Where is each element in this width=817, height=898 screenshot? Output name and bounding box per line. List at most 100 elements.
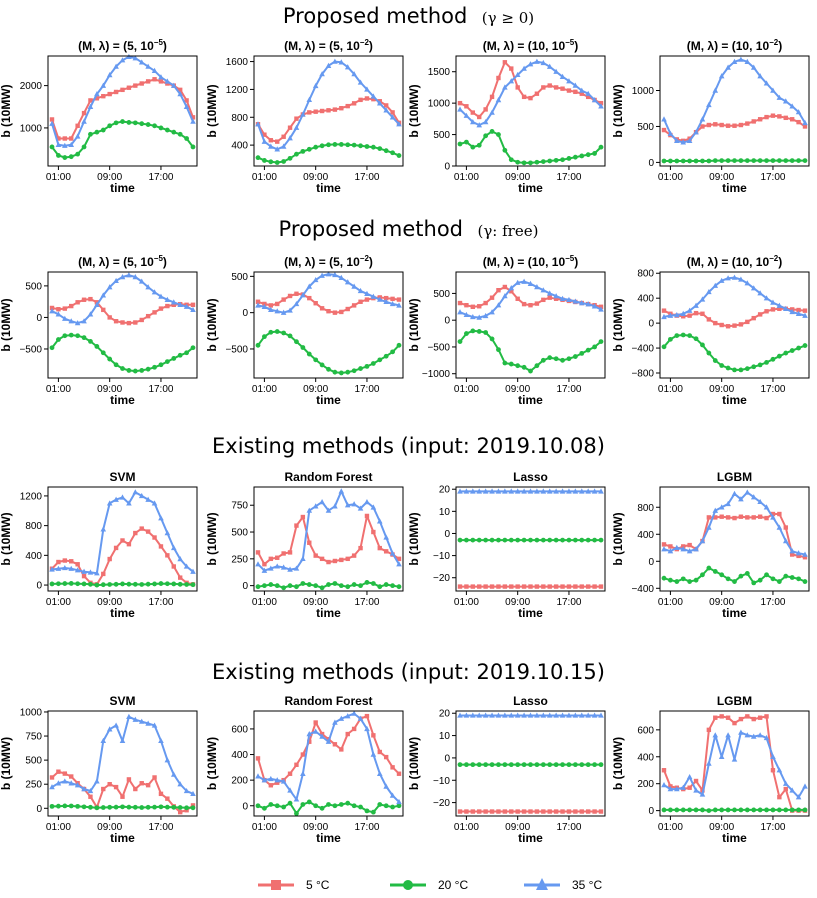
series-marker	[49, 345, 55, 351]
panel-title-exponent: −2	[769, 38, 779, 47]
series-marker	[101, 307, 106, 313]
series-marker	[706, 288, 712, 295]
y-tick-label: −500	[19, 344, 42, 355]
series-marker	[351, 803, 357, 809]
series-marker	[325, 738, 332, 744]
series-line	[663, 715, 805, 812]
series-marker	[699, 538, 706, 544]
x-tick-label: 17:00	[354, 384, 379, 395]
series-marker	[515, 296, 520, 301]
series-marker	[598, 712, 604, 718]
series-line	[459, 130, 602, 164]
panel-title-exponent: −2	[769, 254, 779, 263]
y-tick-label: −20	[433, 798, 450, 809]
series-marker	[158, 544, 164, 549]
series-marker	[152, 535, 157, 540]
series-marker	[457, 309, 463, 315]
series-marker	[776, 524, 783, 530]
panel-title-main: (M, λ) = (10, 10	[483, 255, 566, 269]
series-marker	[132, 581, 138, 587]
series-marker	[566, 488, 572, 494]
series-marker	[94, 570, 100, 576]
panel-title: LGBM	[717, 470, 752, 484]
y-tick-label: 500	[433, 289, 450, 300]
x-tick-label: 09:00	[97, 597, 122, 608]
series-marker	[364, 96, 370, 101]
plot-frame	[47, 710, 198, 817]
series-marker	[509, 289, 514, 294]
series-marker	[75, 581, 81, 587]
series-marker	[802, 119, 808, 126]
series-marker	[364, 580, 370, 585]
series-marker	[693, 807, 699, 813]
series-marker	[313, 553, 318, 558]
series-marker	[796, 345, 801, 351]
series-marker	[281, 330, 287, 336]
series-marker	[802, 579, 808, 584]
series-marker	[364, 290, 370, 296]
series-marker	[764, 807, 769, 813]
series-marker	[145, 720, 151, 726]
series-marker	[190, 582, 196, 588]
series-marker	[738, 514, 744, 519]
series-marker	[534, 301, 540, 306]
series-marker	[376, 100, 383, 106]
y-tick-label: 0	[444, 316, 450, 327]
series-marker	[100, 350, 106, 356]
series-marker	[107, 582, 113, 587]
y-tick-label: 0	[444, 529, 450, 540]
series-marker	[139, 781, 144, 786]
series-marker	[274, 583, 280, 589]
series-marker	[706, 122, 712, 128]
series-marker	[477, 304, 482, 309]
section-title-2: Proposed method (γ: free)	[0, 217, 817, 241]
legend-item: 5 °C	[258, 878, 330, 892]
series-marker	[313, 109, 318, 114]
series-marker	[789, 158, 795, 164]
series-marker	[776, 353, 782, 359]
series-marker	[88, 794, 93, 799]
series-marker	[364, 499, 370, 505]
series-marker	[120, 320, 125, 325]
series-marker	[457, 141, 463, 147]
series-marker	[376, 518, 383, 524]
series-marker	[782, 538, 789, 544]
y-tick-label: −1000	[422, 369, 451, 380]
x-tick-label: 09:00	[505, 384, 530, 395]
section-title-text: Existing methods (input: 2019.10.15)	[212, 660, 605, 684]
series-marker	[547, 537, 553, 543]
series-marker	[377, 802, 383, 807]
y-tick-label: 0	[242, 801, 248, 812]
series-marker	[332, 310, 338, 315]
series-marker	[566, 88, 572, 93]
series-marker	[686, 137, 693, 144]
series-marker	[585, 347, 591, 353]
series-marker	[62, 778, 68, 784]
series-marker	[49, 581, 55, 587]
series-marker	[88, 131, 93, 137]
series-marker	[55, 780, 62, 786]
series-marker	[521, 364, 527, 370]
y-tick-label: 1600	[226, 57, 249, 68]
series-marker	[509, 66, 514, 71]
chart-panel: SVM 0 250 500 750 1000 01:00 09:00 17:00 time b (1…	[0, 694, 198, 845]
series-marker	[255, 584, 261, 590]
series-marker	[700, 342, 705, 348]
panel-title-exponent: −5	[565, 38, 575, 47]
series-marker	[113, 545, 119, 551]
series-marker	[482, 488, 489, 494]
series-marker	[546, 712, 553, 718]
series-marker	[477, 584, 482, 589]
series-marker	[802, 308, 808, 313]
x-tick-label: 17:00	[148, 597, 173, 608]
panel-title: SVM	[109, 694, 135, 708]
series-marker	[508, 78, 515, 84]
series-marker	[541, 584, 546, 589]
series-marker	[783, 807, 789, 813]
series-marker	[732, 515, 737, 521]
panel-title-main: (M, λ) = (5, 10	[284, 255, 360, 269]
series-marker	[712, 358, 718, 363]
panel-title: Lasso	[513, 694, 548, 708]
series-marker	[287, 135, 293, 141]
series-marker	[94, 582, 100, 588]
